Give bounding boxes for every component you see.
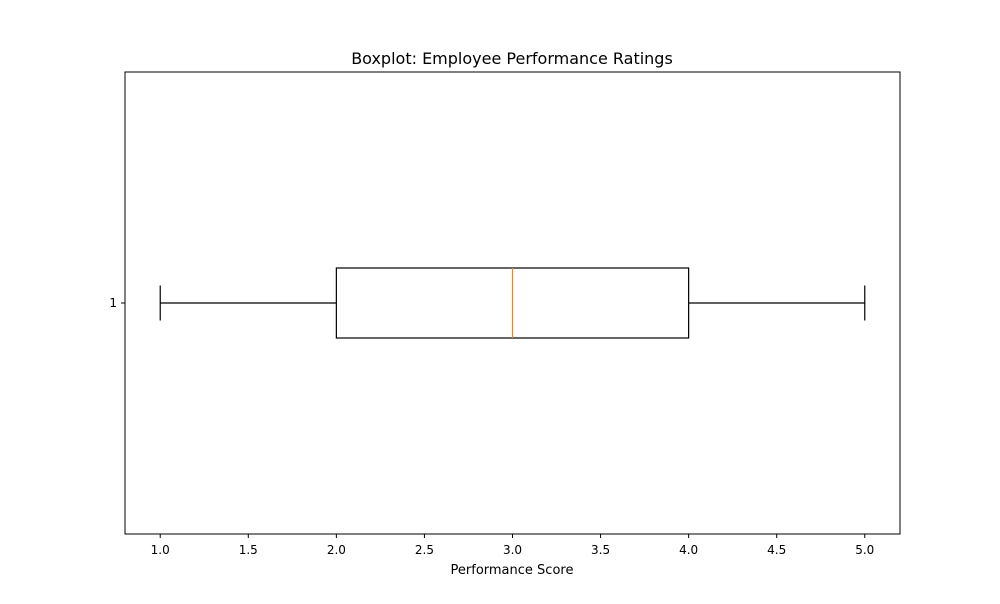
x-tick-label: 1.5 <box>239 543 258 557</box>
x-axis-label: Performance Score <box>451 563 574 578</box>
x-tick-label: 1.0 <box>151 543 170 557</box>
x-tick-label: 2.5 <box>415 543 434 557</box>
x-tick-label: 5.0 <box>855 543 874 557</box>
chart-title: Boxplot: Employee Performance Ratings <box>351 49 673 68</box>
y-tick-label: 1 <box>109 296 117 310</box>
x-tick-label: 2.0 <box>327 543 346 557</box>
x-tick-label: 4.0 <box>679 543 698 557</box>
x-tick-label: 3.5 <box>591 543 610 557</box>
x-tick-label: 3.0 <box>503 543 522 557</box>
x-tick-label: 4.5 <box>767 543 786 557</box>
